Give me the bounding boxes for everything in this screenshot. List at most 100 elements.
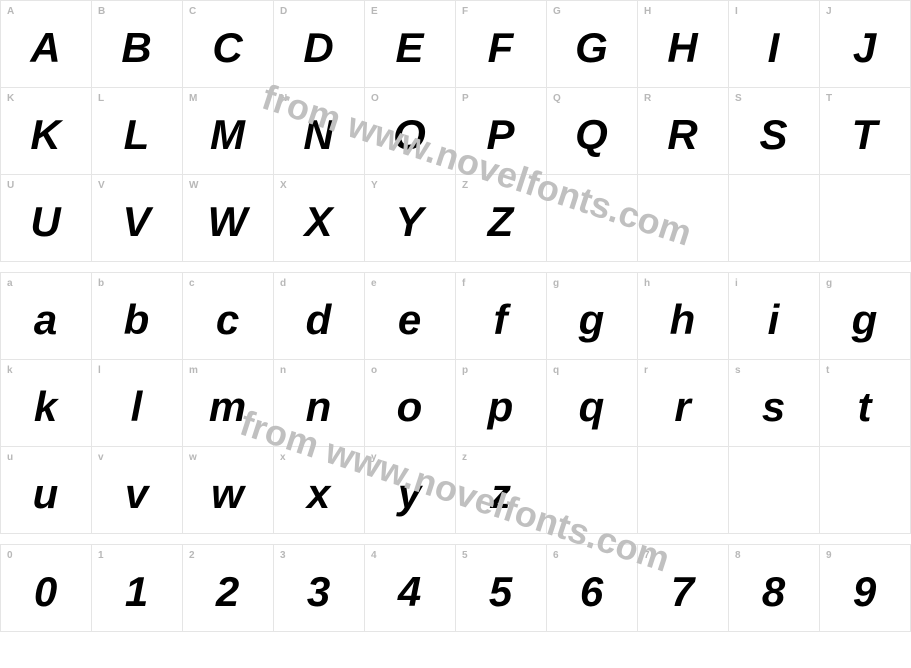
cell-label: B: [98, 6, 176, 17]
glyph-cell: HH: [638, 1, 729, 88]
cell-label: v: [98, 452, 176, 463]
cell-label: t: [826, 365, 904, 376]
cell-label: d: [280, 278, 358, 289]
cell-glyph: t: [826, 376, 904, 441]
cell-glyph: i: [735, 289, 813, 354]
cell-label: e: [371, 278, 449, 289]
cell-glyph: Q: [553, 104, 631, 169]
cell-glyph: F: [462, 17, 540, 82]
cell-glyph: 6: [553, 561, 631, 626]
cell-glyph: M: [189, 104, 267, 169]
glyph-cell: rr: [638, 360, 729, 447]
glyph-cell: 77: [638, 545, 729, 632]
cell-label: E: [371, 6, 449, 17]
glyph-cell: OO: [365, 88, 456, 175]
glyph-cell: gg: [820, 273, 911, 360]
cell-glyph: S: [735, 104, 813, 169]
cell-label: g: [553, 278, 631, 289]
glyph-cell: 99: [820, 545, 911, 632]
cell-label: o: [371, 365, 449, 376]
cell-glyph: x: [280, 463, 358, 528]
glyph-cell: 33: [274, 545, 365, 632]
cell-label: x: [280, 452, 358, 463]
glyph-cell: 22: [183, 545, 274, 632]
glyph-cell: [729, 175, 820, 262]
cell-glyph: [826, 452, 904, 528]
cell-glyph: 8: [735, 561, 813, 626]
cell-glyph: A: [7, 17, 85, 82]
cell-label: i: [735, 278, 813, 289]
cell-glyph: J: [826, 17, 904, 82]
cell-label: K: [7, 93, 85, 104]
glyph-cell: ii: [729, 273, 820, 360]
cell-glyph: q: [553, 376, 631, 441]
cell-label: N: [280, 93, 358, 104]
cell-glyph: U: [7, 191, 85, 256]
glyph-cell: WW: [183, 175, 274, 262]
glyph-cell: xx: [274, 447, 365, 534]
glyph-cell: mm: [183, 360, 274, 447]
glyph-cell: ww: [183, 447, 274, 534]
cell-label: k: [7, 365, 85, 376]
glyph-cell: CC: [183, 1, 274, 88]
glyph-cell: uu: [1, 447, 92, 534]
glyph-cell: [729, 447, 820, 534]
cell-label: 1: [98, 550, 176, 561]
cell-label: w: [189, 452, 267, 463]
cell-glyph: N: [280, 104, 358, 169]
cell-label: G: [553, 6, 631, 17]
glyph-cell: II: [729, 1, 820, 88]
glyph-cell: PP: [456, 88, 547, 175]
cell-label: y: [371, 452, 449, 463]
cell-glyph: [735, 180, 813, 256]
cell-glyph: [553, 452, 631, 528]
cell-glyph: O: [371, 104, 449, 169]
glyph-cell: cc: [183, 273, 274, 360]
cell-glyph: [826, 180, 904, 256]
glyph-cell: MM: [183, 88, 274, 175]
cell-glyph: D: [280, 17, 358, 82]
glyph-cell: RR: [638, 88, 729, 175]
cell-glyph: g: [826, 289, 904, 354]
cell-label: a: [7, 278, 85, 289]
cell-label: 7: [644, 550, 722, 561]
section-digits: 00112233445566778899: [0, 544, 911, 632]
glyph-cell: yy: [365, 447, 456, 534]
cell-label: m: [189, 365, 267, 376]
cell-label: z: [462, 452, 540, 463]
cell-glyph: p: [462, 376, 540, 441]
cell-label: p: [462, 365, 540, 376]
glyph-cell: gg: [547, 273, 638, 360]
cell-label: A: [7, 6, 85, 17]
glyph-grid: 00112233445566778899: [0, 544, 911, 632]
glyph-cell: [547, 447, 638, 534]
cell-label: s: [735, 365, 813, 376]
cell-glyph: Z: [462, 191, 540, 256]
cell-label: f: [462, 278, 540, 289]
cell-label: 0: [7, 550, 85, 561]
cell-label: n: [280, 365, 358, 376]
cell-glyph: C: [189, 17, 267, 82]
cell-label: 9: [826, 550, 904, 561]
glyph-cell: [820, 447, 911, 534]
glyph-cell: BB: [92, 1, 183, 88]
cell-glyph: X: [280, 191, 358, 256]
cell-glyph: g: [553, 289, 631, 354]
glyph-cell: ss: [729, 360, 820, 447]
glyph-cell: tt: [820, 360, 911, 447]
cell-glyph: c: [189, 289, 267, 354]
cell-glyph: e: [371, 289, 449, 354]
glyph-cell: 44: [365, 545, 456, 632]
cell-glyph: o: [371, 376, 449, 441]
cell-label: Y: [371, 180, 449, 191]
glyph-cell: 88: [729, 545, 820, 632]
glyph-cell: kk: [1, 360, 92, 447]
glyph-cell: oo: [365, 360, 456, 447]
cell-label: X: [280, 180, 358, 191]
glyph-cell: YY: [365, 175, 456, 262]
cell-glyph: E: [371, 17, 449, 82]
cell-label: U: [7, 180, 85, 191]
glyph-cell: [638, 175, 729, 262]
glyph-cell: [547, 175, 638, 262]
cell-label: I: [735, 6, 813, 17]
